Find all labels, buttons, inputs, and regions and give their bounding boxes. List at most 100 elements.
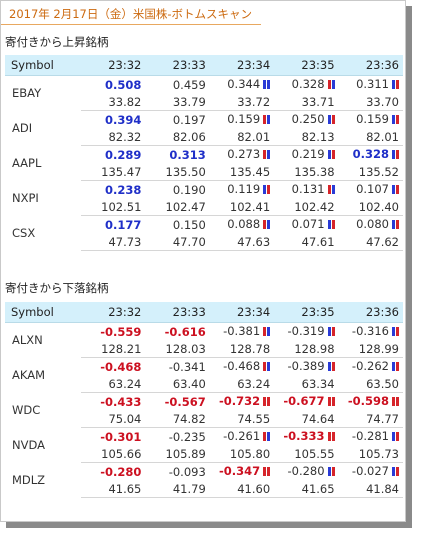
trend-bar-icon [331, 327, 335, 336]
trend-mark-icon [391, 113, 399, 127]
change-cell: -0.235 [145, 428, 209, 446]
trend-mark-icon [391, 465, 399, 479]
symbol-cell: NXPI [12, 191, 39, 205]
trend-bar-icon [327, 150, 331, 159]
price-cell: 33.70 [338, 93, 403, 111]
change-value: -0.281 [351, 429, 389, 443]
price-cell: 47.73 [81, 233, 146, 251]
price-cell: 105.55 [274, 445, 339, 463]
change-value: 0.311 [356, 77, 389, 91]
change-value: 0.289 [105, 147, 142, 162]
price-cell: 128.03 [145, 340, 210, 358]
symbol-cell: EBAY [12, 86, 42, 101]
change-value: 0.131 [291, 182, 325, 196]
price-cell: 41.79 [145, 480, 210, 498]
trend-mark-icon [262, 148, 271, 162]
price-cell: 82.32 [81, 128, 146, 146]
price-cell: 41.84 [338, 480, 403, 498]
change-cell: -0.261 [210, 428, 274, 446]
price-cell: 47.70 [145, 233, 210, 251]
change-value: 0.150 [172, 217, 206, 232]
change-cell: 0.459 [145, 76, 209, 94]
trend-bar-icon [263, 432, 267, 441]
trend-bar-icon [392, 397, 395, 406]
trend-bar-icon [392, 327, 395, 336]
trend-mark-icon [391, 395, 399, 409]
change-value: -0.301 [100, 429, 142, 444]
change-cell: -0.732 [210, 393, 274, 411]
trend-mark-icon [391, 78, 399, 92]
change-value: 0.159 [356, 112, 389, 126]
price-cell: 41.60 [209, 480, 275, 498]
change-cell: 0.313 [145, 146, 209, 164]
price-cell: 47.61 [274, 233, 339, 251]
change-value: 0.344 [227, 77, 261, 91]
trend-bar-icon [392, 432, 395, 441]
change-value: 0.197 [172, 112, 206, 127]
change-value: 0.107 [356, 182, 389, 196]
section-title-gainers: 寄付きから上昇銘柄 [5, 35, 109, 49]
change-cell: -0.262 [339, 358, 403, 376]
change-cell: 0.071 [274, 216, 338, 234]
change-cell: 0.080 [339, 216, 403, 234]
price-cell: 128.98 [274, 340, 339, 358]
price-row: 41.65 41.79 41.60 41.65 41.84 [5, 480, 403, 498]
change-cell: 0.328 [339, 146, 403, 164]
change-row: AAPL 0.289 0.313 0.273 0.219 0.328 [5, 146, 403, 170]
trend-bar-icon [392, 185, 395, 194]
change-cell: -0.677 [274, 393, 338, 411]
change-cell: 0.289 [81, 146, 145, 164]
price-cell: 105.80 [209, 445, 275, 463]
price-row: 47.73 47.70 47.63 47.61 47.62 [5, 233, 403, 251]
trend-mark-icon [262, 218, 271, 232]
change-cell: -0.319 [274, 323, 338, 341]
change-cell: -0.093 [145, 463, 209, 481]
price-cell: 47.62 [338, 233, 403, 251]
change-cell: -0.280 [274, 463, 338, 481]
change-value: -0.261 [223, 429, 261, 443]
symbol-cell: CSX [12, 226, 36, 240]
trend-bar-icon [396, 185, 399, 194]
change-cell: -0.468 [81, 358, 145, 376]
change-row: NVDA -0.301 -0.235 -0.261 -0.333 -0.281 [5, 428, 403, 452]
trend-mark-icon [391, 360, 399, 374]
symbol-cell: MDLZ [12, 473, 46, 487]
change-row: AKAM -0.468 -0.341 -0.468 -0.389 -0.262 [5, 358, 403, 382]
price-row: 128.21 128.03 128.78 128.98 128.99 [5, 340, 403, 358]
trend-mark-icon [262, 78, 271, 92]
change-cell: -0.333 [274, 428, 338, 446]
price-cell: 41.65 [274, 480, 339, 498]
trend-mark-icon [327, 430, 335, 444]
price-cell: 47.63 [209, 233, 275, 251]
header-row: Symbol 23:32 23:33 23:34 23:35 23:36 [5, 55, 403, 76]
trend-mark-icon [327, 183, 335, 197]
price-cell: 33.82 [81, 93, 146, 111]
price-cell: 82.13 [274, 128, 339, 146]
trend-bar-icon [396, 397, 399, 406]
price-cell: 33.72 [209, 93, 275, 111]
change-cell: 0.311 [339, 76, 403, 94]
trend-bar-icon [267, 397, 271, 406]
change-value: 0.508 [105, 77, 142, 92]
trend-bar-icon [396, 220, 399, 229]
trend-mark-icon [391, 218, 399, 232]
change-cell: -0.598 [339, 393, 403, 411]
change-value: -0.262 [351, 359, 389, 373]
price-cell: 63.34 [274, 375, 339, 393]
trend-bar-icon [263, 397, 267, 406]
column-header-symbol: Symbol [5, 55, 81, 76]
price-cell: 33.79 [145, 93, 210, 111]
change-value: 0.119 [227, 182, 261, 196]
trend-bar-icon [263, 327, 267, 336]
change-value: -0.381 [223, 324, 261, 338]
price-cell: 74.82 [145, 410, 210, 428]
change-value: 0.238 [105, 182, 142, 197]
trend-mark-icon [262, 430, 271, 444]
trend-bar-icon [392, 150, 395, 159]
trend-bar-icon [392, 220, 395, 229]
price-cell: 102.42 [274, 198, 339, 216]
trend-bar-icon [263, 150, 267, 159]
price-cell: 135.38 [274, 163, 339, 181]
change-value: 0.394 [105, 112, 142, 127]
price-cell: 63.40 [145, 375, 210, 393]
